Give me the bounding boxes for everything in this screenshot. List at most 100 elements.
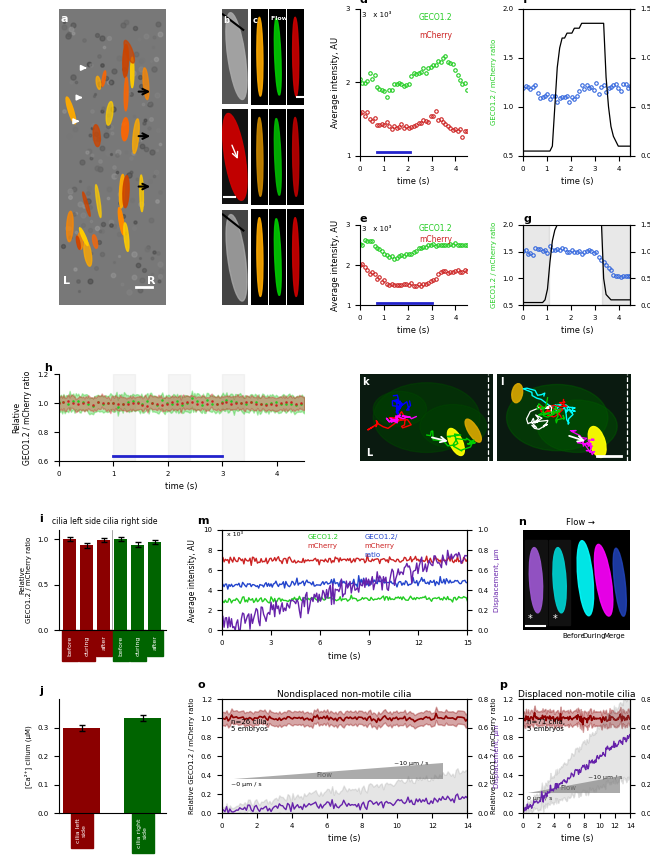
Point [221, 395, 231, 409]
Point [82, 146, 92, 159]
Bar [602, 225, 630, 306]
Point [114, 249, 124, 263]
Text: L: L [63, 276, 70, 287]
Circle shape [420, 405, 487, 448]
Point [103, 32, 114, 45]
Point [75, 197, 85, 211]
Ellipse shape [124, 223, 129, 252]
Text: m: m [197, 516, 209, 526]
Point [85, 128, 96, 142]
Point [295, 396, 306, 410]
Point [261, 397, 271, 411]
Point [172, 397, 182, 411]
Point [122, 395, 133, 409]
Point [94, 49, 104, 62]
Text: GECO1.2: GECO1.2 [419, 14, 452, 22]
Point [246, 395, 256, 408]
Point [98, 102, 108, 116]
Point [256, 397, 266, 411]
Ellipse shape [292, 17, 299, 96]
Bar [114, 539, 127, 631]
Text: x 10³: x 10³ [227, 532, 242, 537]
Point [75, 175, 85, 188]
Ellipse shape [106, 102, 113, 125]
Point [95, 224, 105, 238]
X-axis label: time (s): time (s) [560, 177, 593, 187]
Point [285, 397, 296, 411]
Point [266, 397, 276, 411]
X-axis label: time (s): time (s) [560, 326, 593, 336]
Point [130, 21, 140, 35]
Point [151, 165, 161, 179]
Point [246, 395, 256, 409]
Ellipse shape [140, 175, 144, 211]
Point [113, 51, 124, 64]
Point [177, 398, 187, 412]
Text: *: * [527, 615, 532, 624]
Point [112, 397, 123, 411]
Point [68, 70, 78, 84]
Point [137, 398, 148, 412]
Text: p: p [499, 680, 507, 690]
Point [124, 86, 134, 99]
Point [133, 396, 143, 410]
Point [129, 222, 139, 235]
Point [127, 193, 137, 207]
Point [182, 395, 192, 409]
Point [84, 223, 95, 237]
Point [177, 395, 187, 409]
Text: ~10 μm / s: ~10 μm / s [588, 775, 622, 780]
Point [64, 184, 75, 198]
Text: cilia right side: cilia right side [103, 517, 158, 526]
Point [63, 395, 73, 408]
Point [127, 395, 138, 408]
Point [129, 247, 140, 261]
Point [101, 124, 111, 138]
Ellipse shape [93, 125, 100, 146]
Point [136, 53, 147, 67]
Point [153, 246, 163, 259]
Point [68, 108, 79, 122]
Point [236, 396, 246, 410]
Text: 3   x 10³: 3 x 10³ [362, 11, 391, 17]
Text: L: L [367, 448, 373, 458]
Point [142, 242, 152, 256]
Point [69, 182, 79, 196]
Point [151, 89, 162, 103]
Point [120, 116, 130, 130]
Ellipse shape [595, 544, 613, 616]
Point [276, 396, 286, 410]
Point [99, 40, 109, 54]
Point [156, 265, 166, 278]
Point [295, 396, 306, 410]
Text: n: n [517, 517, 526, 527]
Point [118, 228, 128, 241]
Point [83, 397, 94, 411]
Point [88, 399, 98, 413]
Point [90, 261, 101, 275]
Ellipse shape [143, 68, 149, 99]
Point [135, 251, 146, 265]
Y-axis label: Average intensity, AU: Average intensity, AU [188, 538, 198, 621]
Point [133, 395, 143, 408]
Point [98, 395, 108, 409]
Point [133, 258, 143, 271]
Ellipse shape [274, 118, 281, 195]
Text: n=71 cilia,
5 embryos: n=71 cilia, 5 embryos [527, 719, 566, 732]
Y-axis label: Relative GECO1.2 / mCherry ratio: Relative GECO1.2 / mCherry ratio [491, 698, 497, 815]
Bar [523, 225, 549, 306]
Point [129, 109, 139, 122]
Point [84, 275, 95, 288]
Point [192, 394, 202, 407]
Point [58, 395, 69, 409]
Point [92, 161, 102, 175]
Point [92, 222, 102, 235]
Point [136, 62, 146, 75]
Point [270, 395, 281, 409]
Point [135, 70, 146, 84]
Text: Flow ON: Flow ON [270, 16, 300, 21]
Point [134, 32, 144, 45]
X-axis label: time (s): time (s) [328, 835, 361, 843]
Point [118, 397, 128, 411]
Point [93, 133, 103, 146]
